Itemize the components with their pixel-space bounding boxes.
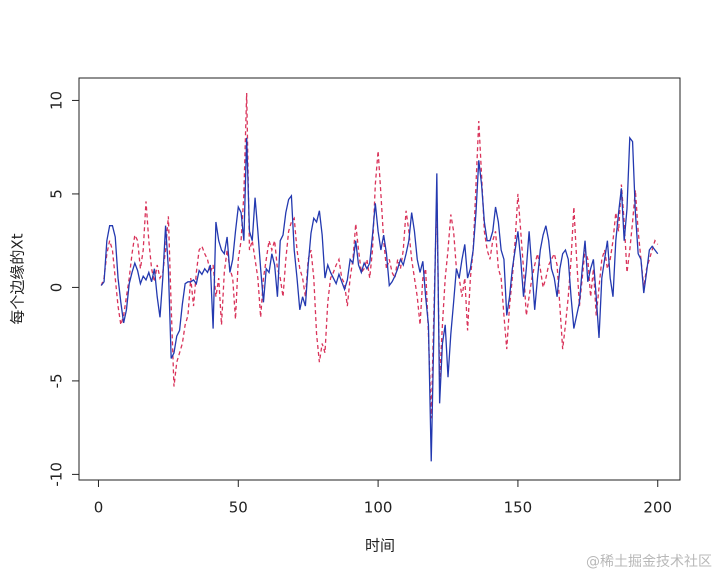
x-tick-label: 100 xyxy=(364,499,393,517)
x-tick-label: 0 xyxy=(94,499,104,517)
plot-frame xyxy=(78,77,681,481)
y-axis-label: 每个边缘的Xt xyxy=(9,233,27,324)
y-tick-label: -10 xyxy=(48,462,66,487)
y-tick-label: 5 xyxy=(48,189,66,199)
y-tick-label: 0 xyxy=(48,283,66,293)
series-line xyxy=(100,135,659,462)
x-tick-label: 150 xyxy=(504,499,533,517)
y-tick-label: 10 xyxy=(48,91,66,110)
x-tick-label: 200 xyxy=(643,499,672,517)
x-axis-label: 时间 xyxy=(365,537,395,555)
watermark: @稀土掘金技术社区 xyxy=(586,554,712,570)
y-tick-label: -5 xyxy=(48,373,66,388)
series-line xyxy=(100,92,659,419)
x-tick-label: 50 xyxy=(229,499,248,517)
